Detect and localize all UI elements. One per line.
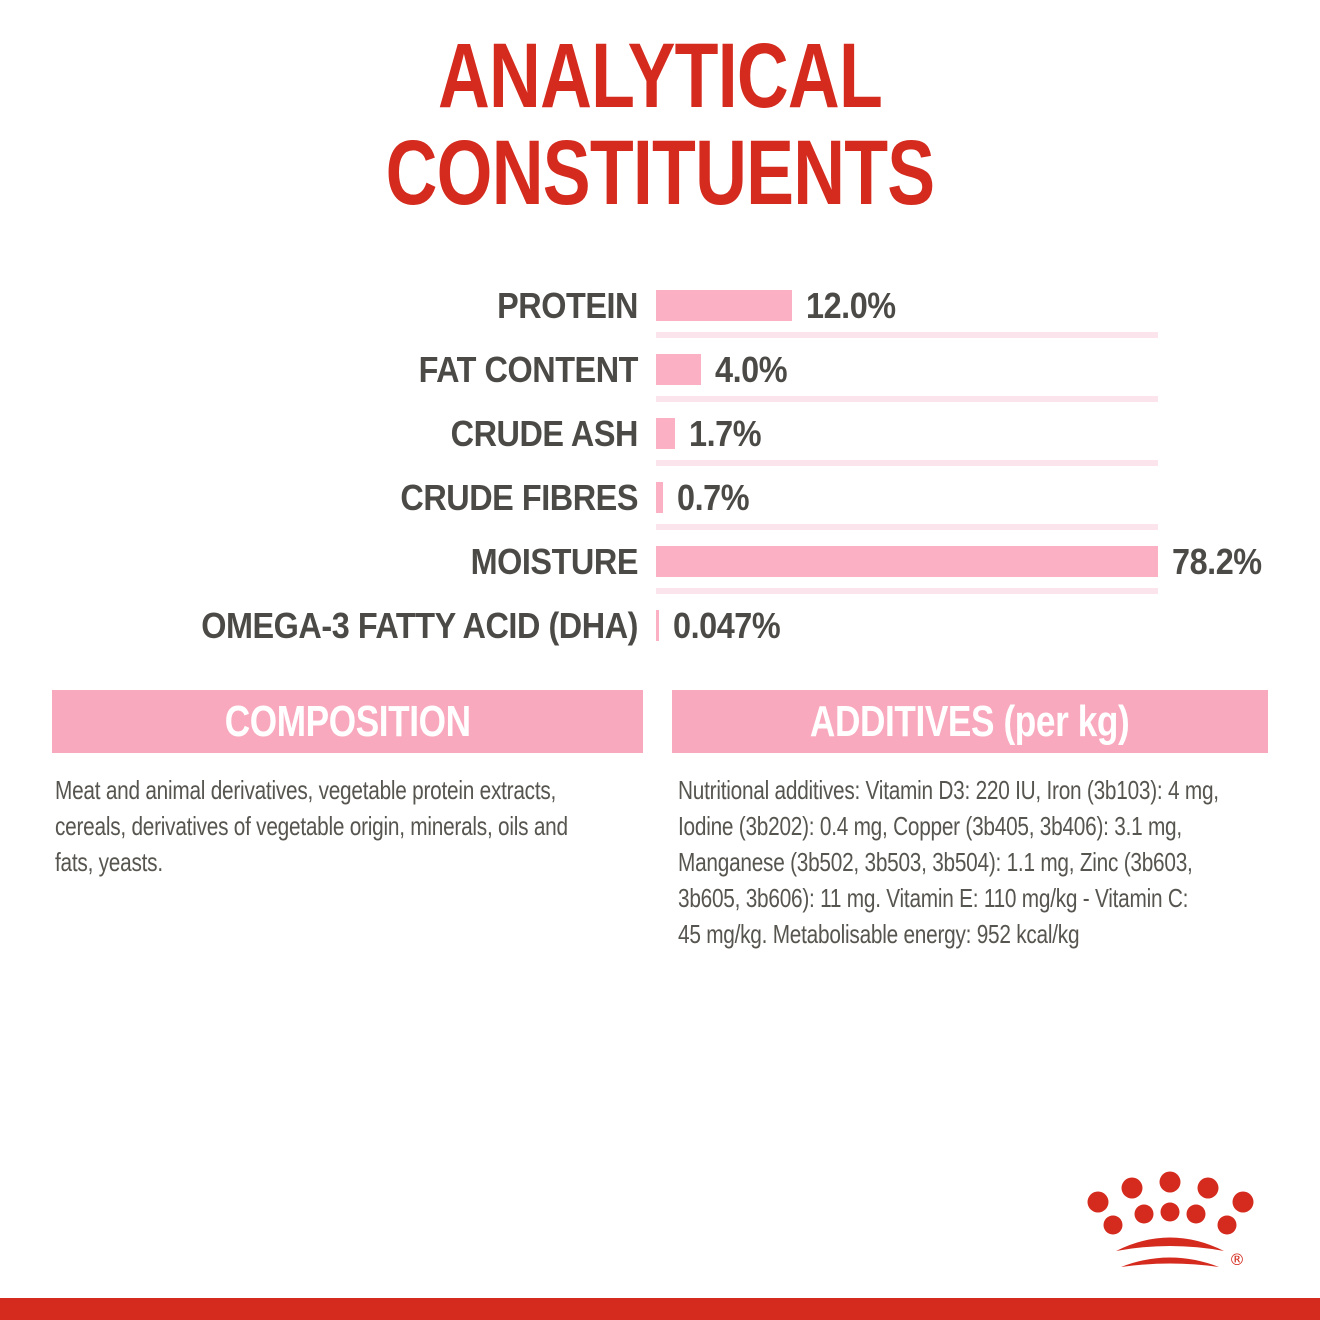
bar-value: 78.2%	[1172, 541, 1262, 582]
crown-upper-arc	[1116, 1237, 1224, 1251]
chart-row-protein: PROTEIN 12.0%	[0, 285, 1320, 338]
bar-label: CRUDE FIBRES	[400, 477, 638, 518]
bar-value: 0.7%	[677, 477, 750, 518]
bar	[656, 290, 792, 321]
page-title: ANALYTICAL CONSTITUENTS	[0, 28, 1320, 222]
royal-canin-crown-logo: ®	[1087, 1171, 1254, 1269]
row-separator-track	[656, 588, 1158, 594]
row-separator-track	[656, 332, 1158, 338]
bar-value: 0.047%	[673, 605, 781, 646]
bar	[656, 610, 659, 641]
bar	[656, 482, 663, 513]
bar-label: CRUDE ASH	[450, 413, 639, 454]
bar-label: PROTEIN	[497, 285, 638, 326]
row-separator-track	[656, 396, 1158, 402]
crown-dots	[1087, 1171, 1254, 1267]
chart-row-moisture: MOISTURE 78.2%	[0, 541, 1320, 594]
row-separator-track	[656, 524, 1158, 530]
additives-header: ADDITIVES (per kg)	[672, 690, 1268, 753]
registered-mark: ®	[1229, 1250, 1245, 1269]
chart-row-crude-ash: CRUDE ASH 1.7%	[0, 413, 1320, 466]
row-separator-track	[656, 460, 1158, 466]
chart-row-omega-3-fatty-acid-dha-: OMEGA-3 FATTY ACID (DHA) 0.047%	[0, 605, 1320, 658]
chart-row-crude-fibres: CRUDE FIBRES 0.7%	[0, 477, 1320, 530]
bar-value: 1.7%	[689, 413, 762, 454]
composition-header: COMPOSITION	[52, 690, 643, 753]
crown-lower-arc	[1121, 1257, 1219, 1267]
bar-label: MOISTURE	[470, 541, 639, 582]
composition-header-label: COMPOSITION	[224, 696, 471, 746]
bar-label: FAT CONTENT	[418, 349, 639, 390]
bar-label: OMEGA-3 FATTY ACID (DHA)	[201, 605, 639, 646]
chart-row-fat-content: FAT CONTENT 4.0%	[0, 349, 1320, 402]
bar	[656, 354, 701, 385]
composition-text: Meat and animal derivatives, vegetable p…	[55, 775, 568, 877]
bar	[656, 546, 1158, 577]
additives-text: Nutritional additives: Vitamin D3: 220 I…	[678, 775, 1219, 949]
footer-red-strip	[0, 1298, 1320, 1320]
bar	[656, 418, 675, 449]
title-line-1: ANALYTICAL	[437, 25, 883, 127]
title-line-2: CONSTITUENTS	[385, 122, 936, 224]
bar-value: 12.0%	[806, 285, 896, 326]
additives-header-label: ADDITIVES (per kg)	[810, 696, 1130, 746]
bar-value: 4.0%	[715, 349, 788, 390]
